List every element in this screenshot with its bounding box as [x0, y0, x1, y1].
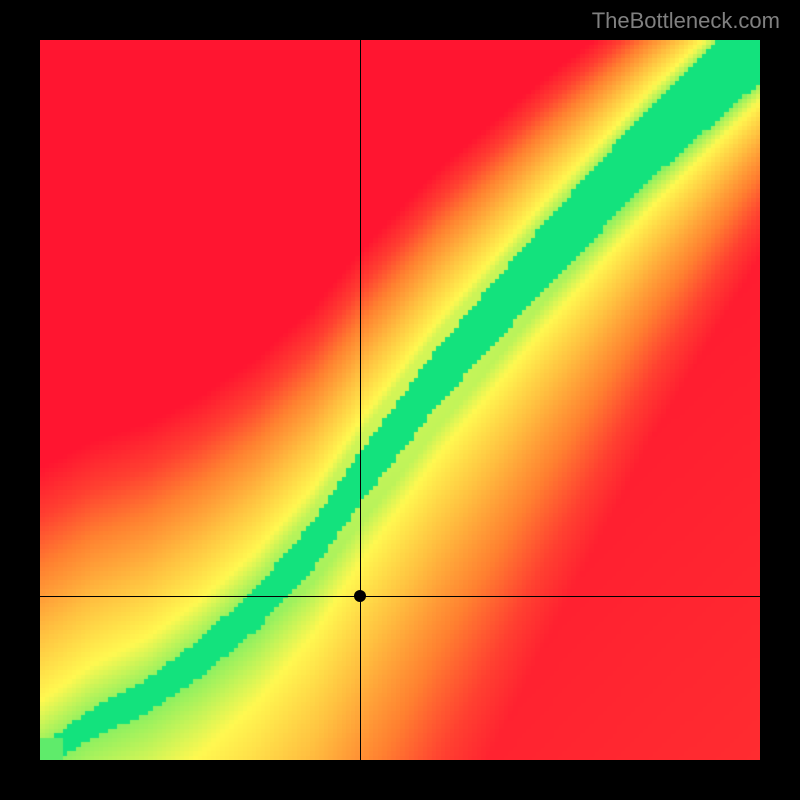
heatmap-canvas	[40, 40, 760, 760]
crosshair-marker-dot	[354, 590, 366, 602]
crosshair-horizontal	[40, 596, 760, 597]
heatmap-plot	[40, 40, 760, 760]
crosshair-vertical	[360, 40, 361, 760]
watermark-text: TheBottleneck.com	[592, 8, 780, 34]
